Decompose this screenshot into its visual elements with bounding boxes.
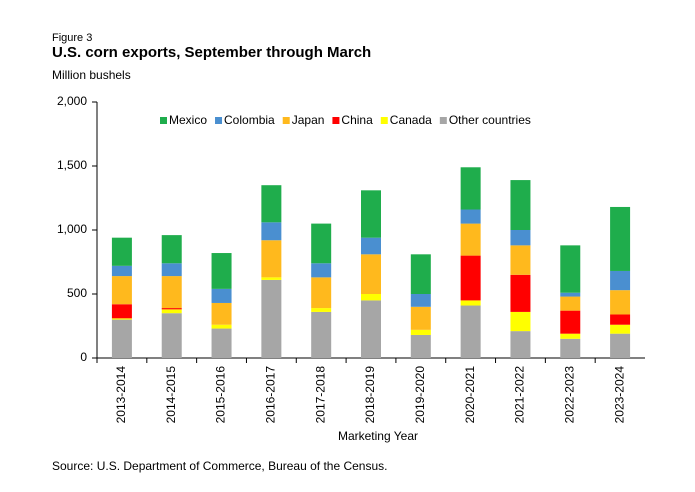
bar-segment — [560, 333, 581, 339]
bar-segment — [361, 190, 381, 238]
bar-segment — [111, 265, 132, 277]
bar-segment — [111, 304, 132, 319]
legend-swatch — [160, 117, 167, 124]
bar-segment — [610, 333, 631, 358]
bar-segment — [111, 319, 132, 358]
legend-swatch — [380, 117, 388, 124]
bar-segment — [460, 167, 481, 210]
bar-segment — [161, 235, 182, 264]
bar-segment — [510, 230, 531, 246]
x-tick-label: 2014-2015 — [164, 366, 178, 424]
bar-segment — [161, 308, 182, 310]
bar-segment — [211, 324, 232, 329]
legend-label: Other countries — [449, 113, 531, 127]
legend-swatch — [282, 117, 290, 124]
bar-segment — [361, 294, 381, 301]
x-tick-label: 2017-2018 — [313, 366, 327, 424]
bar-segment — [460, 255, 481, 301]
bar-segment — [510, 180, 531, 230]
bar-segment — [111, 237, 132, 266]
bar-segment — [560, 296, 581, 311]
bar-segment — [311, 311, 332, 358]
legend-swatch — [332, 117, 340, 124]
bar-segment — [510, 331, 531, 358]
bar-segment — [261, 222, 282, 241]
bar-segment — [311, 263, 332, 278]
bar-segment — [261, 185, 282, 223]
x-tick-label: 2013-2014 — [114, 366, 128, 424]
legend-label: China — [341, 113, 373, 127]
bar-segment — [560, 310, 581, 334]
bar-segment — [211, 253, 232, 289]
bar-segment — [410, 306, 431, 330]
bar-segment — [460, 209, 481, 224]
bar-segment — [460, 300, 481, 306]
bar-segment — [311, 308, 332, 312]
bar-segment — [311, 277, 332, 309]
bar-segment — [410, 329, 431, 335]
x-tick-label: 2021-2022 — [513, 366, 527, 424]
bar-segment — [361, 300, 381, 358]
x-tick-label: 2018-2019 — [363, 366, 377, 424]
y-tick-label: 1,000 — [57, 222, 87, 236]
bar-segment — [610, 314, 631, 325]
source: Source: U.S. Department of Commerce, Bur… — [52, 459, 387, 473]
bar-segment — [560, 292, 581, 297]
bar-segment — [261, 240, 282, 278]
y-axis-label: Million bushels — [52, 68, 131, 82]
bar-segment — [510, 245, 531, 275]
legend-swatch — [215, 117, 223, 124]
x-tick-label: 2019-2020 — [413, 366, 427, 424]
bar-segment — [161, 313, 182, 358]
bar-segment — [361, 254, 381, 294]
bar-segment — [261, 277, 282, 280]
bar-segment — [560, 245, 581, 293]
bar-segment — [211, 302, 232, 325]
y-tick-label: 0 — [80, 350, 87, 364]
chart-title: U.S. corn exports, September through Mar… — [52, 44, 371, 61]
x-tick-label: 2016-2017 — [264, 366, 278, 424]
y-tick-label: 2,000 — [57, 94, 87, 108]
bar-segment — [510, 311, 531, 332]
bar-segment — [460, 305, 481, 358]
bar-segment — [161, 309, 182, 314]
bar-segment — [111, 276, 132, 305]
bar-segment — [610, 206, 631, 271]
legend-label: Canada — [390, 113, 432, 127]
bar-segment — [410, 294, 431, 307]
bar-segment — [610, 324, 631, 334]
bar-segment — [211, 328, 232, 358]
bar-segment — [161, 263, 182, 277]
bar-segment — [610, 290, 631, 315]
y-tick-label: 1,500 — [57, 158, 87, 172]
bar-segment — [610, 270, 631, 291]
bar-segment — [361, 237, 381, 255]
y-tick-label: 500 — [67, 286, 87, 300]
bar-segment — [560, 338, 581, 358]
legend-swatch — [439, 117, 447, 124]
bar-segment — [410, 334, 431, 358]
x-tick-label: 2022-2023 — [562, 366, 576, 424]
bar-segment — [111, 318, 132, 320]
legend-label: Japan — [292, 113, 325, 127]
x-axis-label: Marketing Year — [338, 429, 418, 443]
bar-segment — [311, 223, 332, 264]
legend-label: Colombia — [224, 113, 275, 127]
bar-segment — [410, 254, 431, 294]
figure-label: Figure 3 — [52, 32, 92, 44]
bar-segment — [460, 223, 481, 256]
x-tick-label: 2023-2024 — [612, 366, 626, 424]
x-tick-label: 2020-2021 — [463, 366, 477, 424]
bar-segment — [510, 274, 531, 312]
x-tick-label: 2015-2016 — [214, 366, 228, 424]
bar-segment — [261, 279, 282, 358]
bar-segment — [161, 276, 182, 309]
legend-label: Mexico — [169, 113, 207, 127]
bar-segment — [211, 288, 232, 303]
